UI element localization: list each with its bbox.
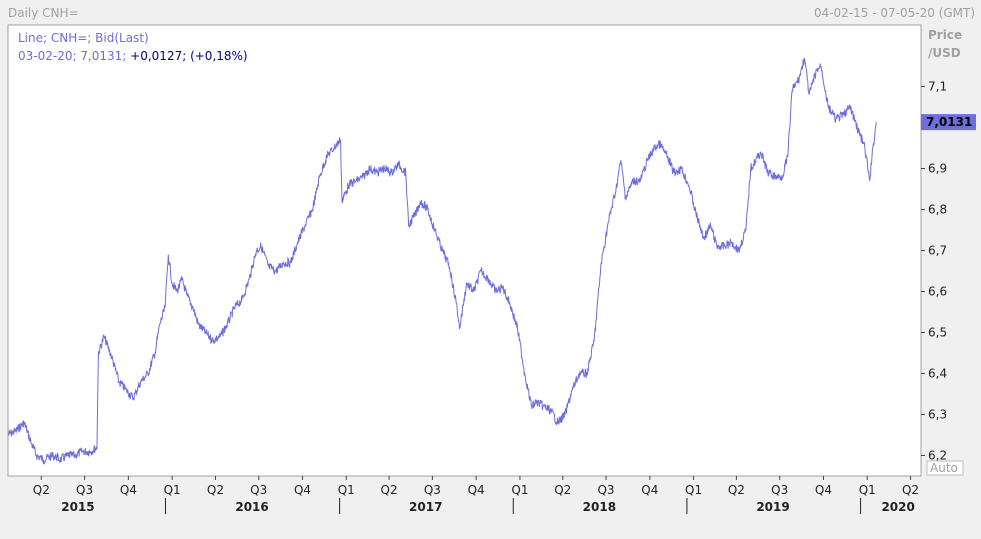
x-tick-label: Q4 bbox=[641, 483, 658, 497]
x-tick-label: Q3 bbox=[76, 483, 93, 497]
y-tick-label: 6,3 bbox=[928, 408, 947, 422]
year-label: 2015 bbox=[61, 500, 94, 514]
legend-date-value: 03-02-20; 7,0131; bbox=[18, 49, 130, 63]
x-tick-label: Q2 bbox=[728, 483, 745, 497]
price-line-series bbox=[7, 57, 877, 465]
x-tick-label: Q2 bbox=[33, 483, 50, 497]
x-tick-label: Q1 bbox=[164, 483, 181, 497]
x-tick-label: Q3 bbox=[424, 483, 441, 497]
x-tick-label: Q2 bbox=[902, 483, 919, 497]
y-axis-label-price: Price bbox=[928, 28, 962, 42]
y-axis-label-unit: /USD bbox=[928, 46, 961, 60]
chart-title: Daily CNH= bbox=[8, 6, 79, 20]
year-label: 2020 bbox=[881, 500, 914, 514]
year-label: 2018 bbox=[583, 500, 616, 514]
y-tick-label: 6,2 bbox=[928, 449, 947, 463]
y-axis: 6,2 6,3 6,4 6,5 6,6 6,7 6,8 6,9 7,1 bbox=[921, 80, 947, 463]
y-tick-label: 6,6 bbox=[928, 285, 947, 299]
y-tick-label: 6,5 bbox=[928, 326, 947, 340]
auto-scale-button[interactable] bbox=[926, 460, 964, 476]
legend-change: +0,0127; (+0,18%) bbox=[130, 49, 247, 63]
x-tick-label: Q3 bbox=[250, 483, 267, 497]
y-tick-label: 6,8 bbox=[928, 203, 947, 217]
legend-series-name: Line; CNH=; Bid(Last) bbox=[18, 31, 149, 45]
x-tick-label: Q2 bbox=[207, 483, 224, 497]
x-tick-label: Q4 bbox=[294, 483, 311, 497]
year-label: 2019 bbox=[756, 500, 789, 514]
x-tick-label: Q1 bbox=[511, 483, 528, 497]
year-label: 2017 bbox=[409, 500, 442, 514]
x-tick-label: Q2 bbox=[381, 483, 398, 497]
x-tick-label: Q4 bbox=[815, 483, 832, 497]
y-tick-label: 7,1 bbox=[928, 80, 947, 94]
legend-values: 03-02-20; 7,0131; +0,0127; (+0,18%) bbox=[18, 49, 248, 63]
x-tick-label: Q3 bbox=[597, 483, 614, 497]
x-tick-label: Q1 bbox=[859, 483, 876, 497]
x-tick-label: Q4 bbox=[120, 483, 137, 497]
y-tick-label: 6,4 bbox=[928, 367, 947, 381]
plot-area[interactable] bbox=[7, 24, 922, 477]
year-label: 2016 bbox=[235, 500, 268, 514]
auto-scale-label: Auto bbox=[930, 461, 958, 475]
last-value-label: 7,0131 bbox=[926, 115, 972, 129]
date-range: 04-02-15 - 07-05-20 (GMT) bbox=[814, 6, 975, 20]
x-tick-label: Q1 bbox=[685, 483, 702, 497]
last-value-tag bbox=[921, 114, 976, 131]
y-tick-label: 6,7 bbox=[928, 244, 947, 258]
x-axis: Q2 Q3 Q4 Q1 Q2 Q3 Q4 Q1 Q2 Q3 Q4 Q1 Q2 Q3 Q4 Q1 Q2 Q3 Q4 Q1… bbox=[33, 476, 919, 514]
x-tick-label: Q2 bbox=[554, 483, 571, 497]
x-tick-label: Q3 bbox=[771, 483, 788, 497]
x-tick-label: Q1 bbox=[338, 483, 355, 497]
x-tick-label: Q4 bbox=[468, 483, 485, 497]
y-tick-label: 6,9 bbox=[928, 162, 947, 176]
